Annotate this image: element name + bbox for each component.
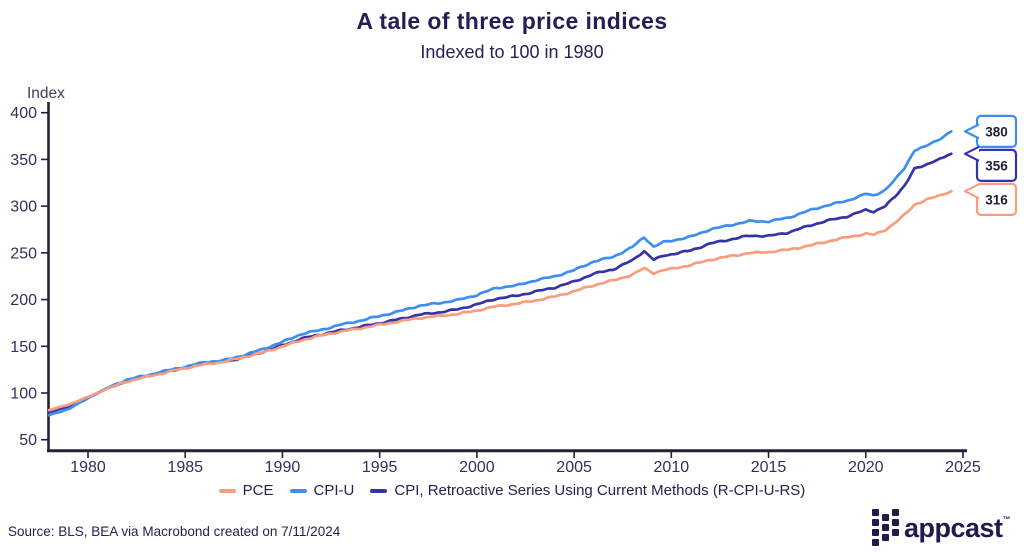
legend: PCE CPI-U CPI, Retroactive Series Using Cu… (0, 482, 1024, 499)
x-tick-label: 1990 (265, 459, 301, 476)
x-axis-ticks: 1980 1985 1990 1995 2000 2005 2010 2015 2020 2025 (70, 452, 981, 476)
legend-swatch-cpi-u (289, 488, 307, 493)
end-value-callout-r-cpi-u-rs: 356 (963, 145, 1018, 182)
legend-swatch-pce (218, 488, 236, 493)
y-axis-ticks: 50 100 150 200 250 300 350 400 (10, 105, 48, 449)
x-tick-label: 2010 (654, 459, 690, 476)
callout-value: 316 (985, 192, 1008, 207)
x-tick-label: 2005 (556, 459, 592, 476)
x-tick-label: 2020 (848, 459, 884, 476)
legend-item-r-cpi-u-rs: CPI, Retroactive Series Using Current Me… (370, 482, 805, 499)
appcast-logo: appcast™ (871, 508, 1011, 548)
x-tick-label: 2000 (459, 459, 495, 476)
x-tick-label: 2015 (751, 459, 787, 476)
series-lines (47, 130, 953, 417)
x-tick-label: 2025 (945, 459, 981, 476)
legend-item-cpi-u: CPI-U (289, 482, 355, 499)
appcast-grid-icon (871, 509, 899, 546)
series-line-pce (47, 189, 953, 412)
y-tick-label: 250 (10, 245, 37, 262)
y-tick-label: 150 (10, 339, 37, 356)
appcast-wordmark: appcast™ (903, 513, 1011, 543)
end-value-callouts: 380 356 316 (963, 114, 1018, 216)
series-line-cpi-u (47, 130, 953, 417)
trademark-symbol: ™ (1002, 515, 1011, 524)
chart-subtitle: Indexed to 100 in 1980 (420, 42, 604, 62)
series-line-r-cpi-u-rs (47, 152, 953, 414)
x-tick-label: 1985 (167, 459, 203, 476)
callout-arrow (963, 145, 980, 162)
axes (47, 102, 967, 453)
legend-label-pce: PCE (242, 482, 274, 499)
y-tick-label: 200 (10, 292, 37, 309)
callout-value: 380 (985, 124, 1008, 139)
end-value-callout-cpi-u: 380 (963, 114, 1018, 148)
y-tick-label: 100 (10, 386, 37, 403)
y-tick-label: 400 (10, 105, 37, 122)
callout-arrow (963, 123, 980, 140)
legend-label-r-cpi-u-rs: CPI, Retroactive Series Using Current Me… (394, 482, 806, 499)
y-tick-label: 300 (10, 199, 37, 216)
callout-value: 356 (985, 158, 1008, 173)
legend-label-cpi-u: CPI-U (313, 482, 355, 499)
y-axis-title: Index (27, 85, 65, 102)
callout-arrow (963, 183, 980, 200)
source-note: Source: BLS, BEA via Macrobond created o… (8, 524, 341, 539)
legend-item-pce: PCE (218, 482, 274, 499)
chart-title: A tale of three price indices (356, 8, 668, 34)
x-tick-label: 1980 (70, 459, 106, 476)
y-tick-label: 350 (10, 152, 37, 169)
end-value-callout-pce: 316 (963, 182, 1018, 216)
x-tick-label: 1995 (362, 459, 398, 476)
legend-swatch-r-cpi-u-rs (370, 488, 388, 493)
y-tick-label: 50 (19, 432, 37, 449)
